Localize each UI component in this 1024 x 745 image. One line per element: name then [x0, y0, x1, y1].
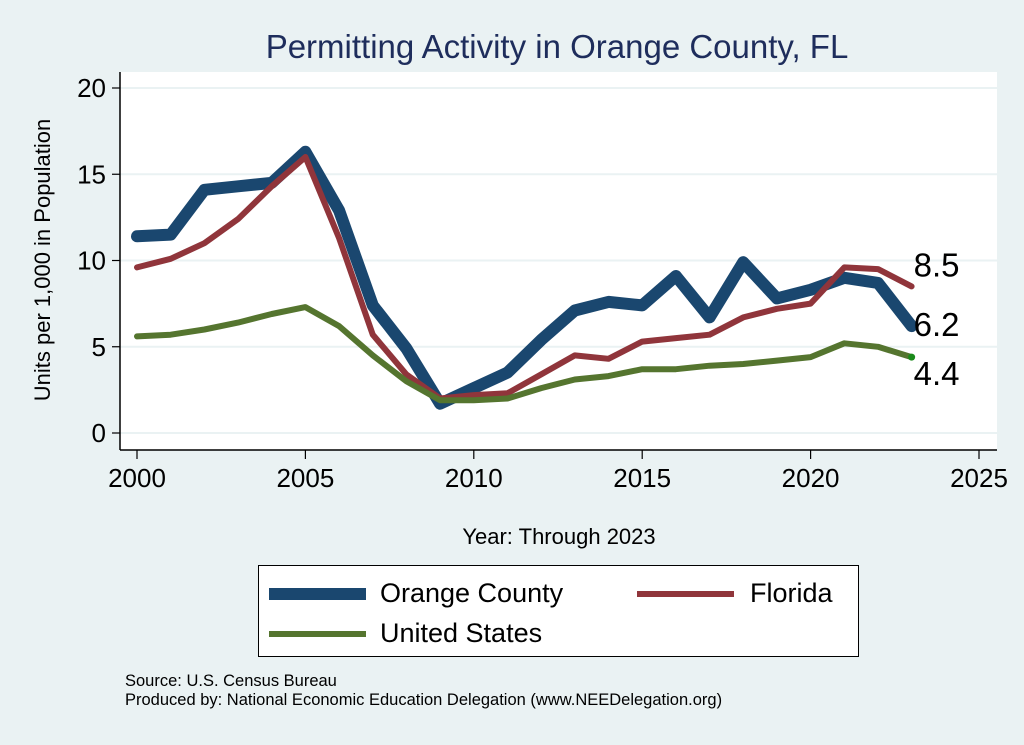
y-axis-label: Units per 1,000 in Population — [30, 119, 55, 402]
x-tick-label: 2010 — [445, 463, 503, 493]
legend: Orange County Florida United States — [258, 565, 859, 657]
x-tick-label: 2025 — [950, 463, 1008, 493]
series-line-florida — [134, 154, 915, 402]
series-lines — [131, 145, 918, 410]
legend-label: United States — [380, 618, 543, 648]
x-tick-label: 2015 — [613, 463, 671, 493]
legend-item-united-states: United States — [269, 618, 542, 649]
producer-note: Produced by: National Economic Education… — [125, 691, 723, 709]
x-axis-ticks: 2000 2005 2010 2015 2020 2025 — [108, 450, 1008, 493]
x-tick-label: 2020 — [782, 463, 840, 493]
y-tick-label: 15 — [77, 159, 106, 189]
y-tick-label: 5 — [92, 332, 106, 362]
legend-swatch-united-states — [269, 630, 366, 637]
y-tick-label: 10 — [77, 246, 106, 276]
legend-label: Florida — [750, 578, 833, 608]
series-line-orange-county — [131, 145, 918, 410]
legend-swatch-orange-county — [269, 587, 366, 600]
source-note: Source: U.S. Census Bureau — [125, 672, 337, 690]
legend-label: Orange County — [380, 578, 564, 608]
x-tick-label: 2000 — [108, 463, 166, 493]
y-tick-label: 20 — [77, 73, 106, 103]
chart-title: Permitting Activity in Orange County, FL — [266, 28, 849, 65]
y-tick-label: 0 — [92, 418, 106, 448]
x-tick-label: 2005 — [276, 463, 334, 493]
end-labels: 6.2 8.5 4.4 — [914, 246, 960, 392]
gridlines — [120, 87, 997, 434]
end-label-florida: 8.5 — [914, 246, 960, 283]
end-label-united-states: 4.4 — [914, 355, 960, 392]
end-label-orange-county: 6.2 — [914, 306, 960, 343]
x-axis-label: Year: Through 2023 — [462, 524, 655, 549]
footer-notes: Source: U.S. Census Bureau Produced by: … — [125, 672, 722, 710]
series-line-united-states — [134, 304, 915, 404]
legend-swatch-florida — [637, 590, 734, 597]
legend-item-orange-county: Orange County — [269, 578, 563, 609]
legend-item-florida: Florida — [637, 578, 833, 609]
y-axis-ticks: 0 5 10 15 20 — [77, 73, 120, 448]
series-endpoint-united-states — [908, 353, 916, 361]
